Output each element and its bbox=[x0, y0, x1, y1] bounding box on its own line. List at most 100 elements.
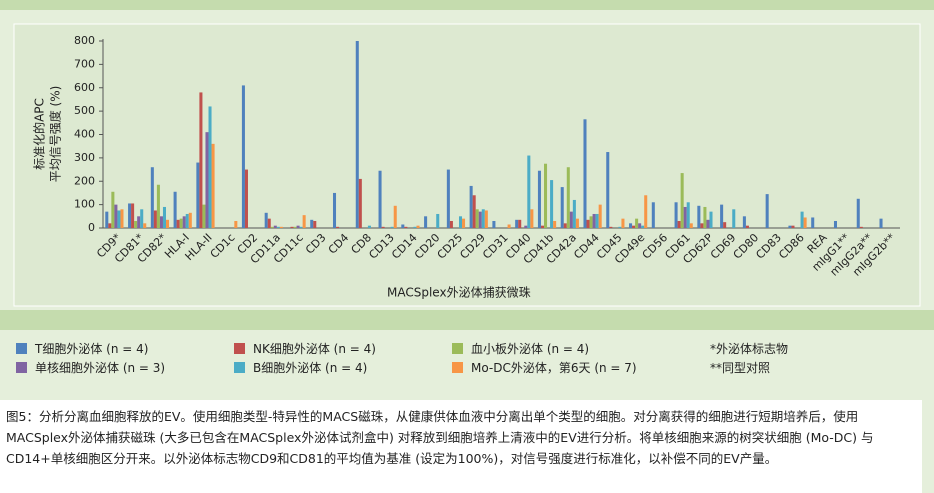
bar bbox=[381, 226, 385, 228]
bar bbox=[879, 218, 883, 228]
bar bbox=[791, 225, 795, 228]
bar bbox=[484, 210, 488, 228]
legend-item: 单核细胞外泌体 (n = 3) bbox=[16, 359, 234, 375]
bar bbox=[137, 216, 141, 228]
bar bbox=[765, 194, 769, 228]
bar bbox=[745, 225, 749, 228]
bar bbox=[185, 213, 189, 228]
bar bbox=[336, 226, 340, 228]
bar bbox=[478, 211, 482, 228]
bar bbox=[524, 225, 528, 228]
bar bbox=[674, 202, 678, 228]
legend-swatch bbox=[452, 361, 463, 373]
legend-swatch bbox=[234, 342, 245, 354]
bar bbox=[273, 225, 277, 228]
legend-swatch bbox=[16, 342, 27, 354]
legend-item: T细胞外泌体 (n = 4) bbox=[16, 340, 234, 356]
bar bbox=[481, 209, 485, 228]
bar bbox=[143, 223, 147, 228]
bar bbox=[563, 223, 567, 228]
bar bbox=[469, 185, 473, 228]
bar bbox=[641, 225, 645, 228]
bar bbox=[234, 220, 238, 228]
bar bbox=[709, 211, 713, 228]
bar bbox=[800, 211, 804, 228]
y-tick-label: 400 bbox=[74, 128, 95, 141]
bar bbox=[697, 205, 701, 228]
bar bbox=[156, 184, 160, 228]
bar bbox=[313, 220, 317, 228]
bar bbox=[140, 209, 144, 228]
bar bbox=[111, 191, 115, 228]
bar bbox=[566, 167, 570, 228]
bar bbox=[572, 199, 576, 228]
legend-label: Mo-DC外泌体，第6天 (n = 7) bbox=[471, 360, 637, 375]
bar bbox=[244, 169, 248, 228]
bar bbox=[134, 220, 138, 228]
bar bbox=[179, 218, 183, 228]
bar bbox=[686, 202, 690, 228]
bar bbox=[544, 163, 548, 228]
bar bbox=[182, 216, 186, 228]
bar bbox=[492, 220, 496, 228]
bar bbox=[449, 220, 453, 228]
bar bbox=[458, 216, 463, 228]
bar bbox=[527, 155, 531, 228]
bar bbox=[553, 220, 557, 228]
bar bbox=[507, 224, 511, 228]
bar bbox=[677, 220, 681, 228]
bar bbox=[629, 223, 633, 228]
bar bbox=[117, 210, 121, 228]
bar bbox=[211, 143, 215, 228]
mid-strip bbox=[0, 310, 934, 330]
legend-swatch bbox=[452, 342, 463, 354]
y-tick-label: 100 bbox=[74, 198, 95, 211]
bar bbox=[202, 204, 206, 228]
bar bbox=[264, 212, 268, 228]
bar bbox=[518, 219, 522, 228]
bar bbox=[833, 220, 837, 228]
bar bbox=[598, 204, 602, 228]
caption: 图5：分析分离血细胞释放的EV。使用细胞类型-特异性的MACS磁珠，从健康供体血… bbox=[0, 400, 922, 493]
y-tick-label: 800 bbox=[74, 34, 95, 47]
bar bbox=[723, 222, 727, 228]
legend: T细胞外泌体 (n = 4) NK细胞外泌体 (n = 4) 血小板外泌体 (n =… bbox=[16, 340, 916, 375]
bar bbox=[150, 167, 154, 228]
bar bbox=[302, 215, 306, 228]
bar bbox=[153, 210, 157, 228]
bar bbox=[296, 225, 300, 228]
bar bbox=[689, 223, 693, 228]
y-axis-label: 标准化的APC bbox=[32, 98, 47, 170]
bar bbox=[651, 202, 655, 228]
bar bbox=[583, 119, 587, 228]
bar bbox=[159, 216, 163, 228]
bar bbox=[462, 218, 466, 228]
y-axis-label: 平均信号强度 (%) bbox=[48, 86, 63, 183]
bar bbox=[199, 92, 203, 228]
bar bbox=[208, 106, 212, 228]
bar bbox=[162, 206, 167, 228]
bar bbox=[114, 204, 118, 228]
bar bbox=[299, 226, 303, 228]
bar bbox=[569, 211, 573, 228]
bar bbox=[105, 211, 109, 228]
bar bbox=[703, 206, 707, 228]
bar bbox=[166, 219, 170, 228]
legend-label: NK细胞外泌体 (n = 4) bbox=[253, 341, 376, 356]
bar bbox=[279, 226, 283, 228]
x-axis-label: MACSplex外泌体捕获微珠 bbox=[387, 285, 531, 300]
bar bbox=[424, 216, 428, 228]
bar bbox=[196, 162, 200, 228]
bar bbox=[390, 226, 394, 228]
bar bbox=[401, 224, 405, 228]
bar bbox=[276, 226, 280, 228]
bar bbox=[393, 205, 397, 228]
bar bbox=[358, 178, 362, 228]
legend-label: B细胞外泌体 (n = 4) bbox=[253, 360, 368, 375]
bar bbox=[436, 213, 440, 228]
y-tick-label: 200 bbox=[74, 174, 95, 187]
bar bbox=[811, 217, 815, 228]
legend-label: T细胞外泌体 (n = 4) bbox=[35, 341, 149, 356]
bar bbox=[575, 218, 579, 228]
